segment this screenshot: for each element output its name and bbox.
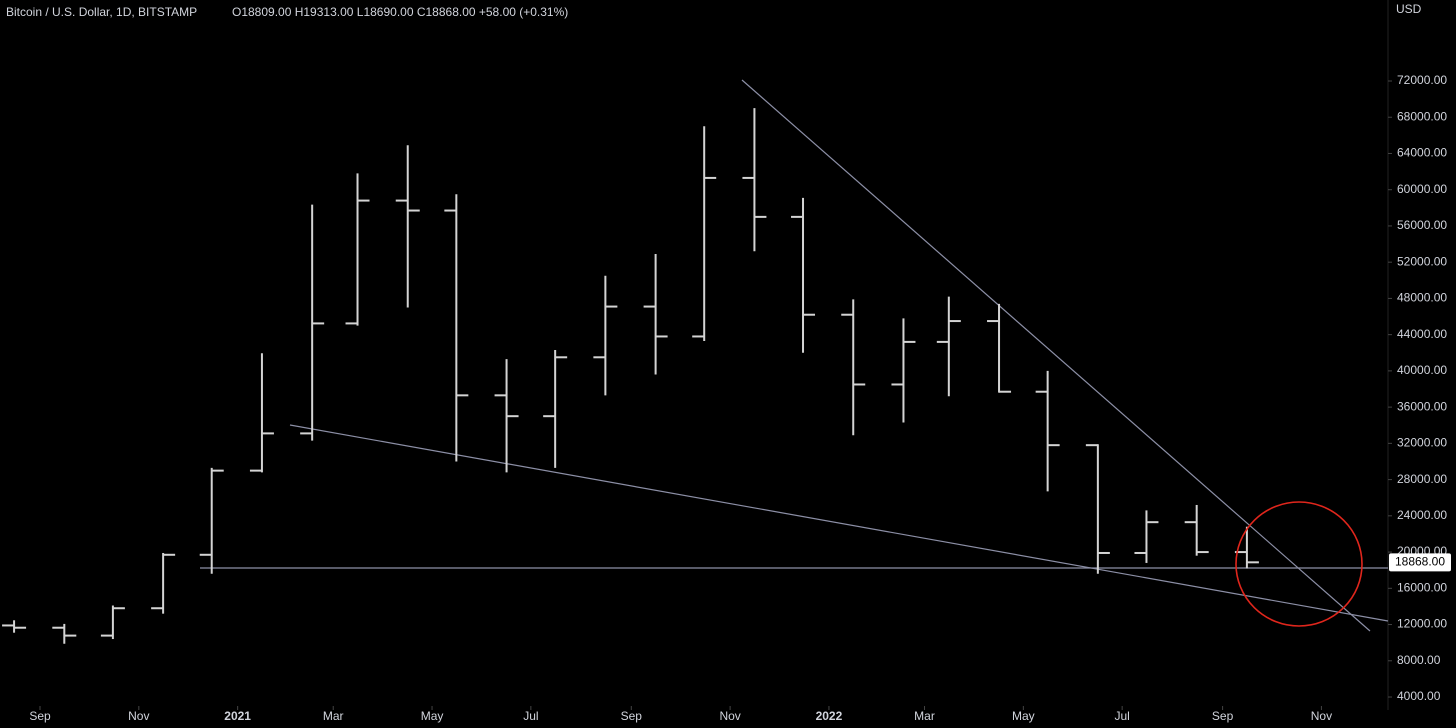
- x-tick-label: 2021: [224, 709, 251, 723]
- x-tick-label: May: [1012, 709, 1035, 723]
- y-tick-label: 24000.00: [1397, 508, 1447, 522]
- y-tick-label: 28000.00: [1397, 472, 1447, 486]
- x-tick-label: Mar: [323, 709, 344, 723]
- x-tick-label: Nov: [128, 709, 149, 723]
- currency-label: USD: [1396, 2, 1422, 16]
- y-tick-label: 44000.00: [1397, 327, 1447, 341]
- x-tick-label: 2022: [816, 709, 843, 723]
- x-tick-label: Sep: [621, 709, 643, 723]
- y-tick-label: 56000.00: [1397, 218, 1447, 232]
- y-tick-label: 36000.00: [1397, 399, 1447, 413]
- y-tick-label: 60000.00: [1397, 182, 1447, 196]
- y-tick-label: 64000.00: [1397, 146, 1447, 160]
- x-tick-label: Jul: [523, 709, 538, 723]
- x-tick-label: Sep: [1212, 709, 1234, 723]
- ohlc-readout: O18809.00 H19313.00 L18690.00 C18868.00 …: [232, 5, 568, 19]
- upper-trendline: [741, 79, 1371, 632]
- y-tick-label: 32000.00: [1397, 436, 1447, 450]
- y-tick-label: 52000.00: [1397, 254, 1447, 268]
- y-tick-label: 12000.00: [1397, 617, 1447, 631]
- x-tick-label: Mar: [914, 709, 935, 723]
- chart-title: Bitcoin / U.S. Dollar, 1D, BITSTAMP: [6, 5, 197, 19]
- y-tick-label: 68000.00: [1397, 109, 1447, 123]
- last-price-label: 18868.00: [1395, 554, 1445, 568]
- price-bars: [2, 108, 1259, 644]
- y-tick-label: 48000.00: [1397, 291, 1447, 305]
- y-tick-label: 72000.00: [1397, 73, 1447, 87]
- x-tick-label: Nov: [719, 709, 740, 723]
- lower-trendline: [289, 424, 1389, 622]
- x-tick-label: Sep: [29, 709, 51, 723]
- y-tick-label: 8000.00: [1397, 653, 1441, 667]
- x-tick-label: Nov: [1311, 709, 1332, 723]
- last-price-box: [1389, 553, 1451, 572]
- x-tick-label: May: [421, 709, 444, 723]
- y-tick-label: 40000.00: [1397, 363, 1447, 377]
- y-tick-label: 16000.00: [1397, 580, 1447, 594]
- highlight-circle: [1235, 501, 1363, 627]
- y-tick-label: 4000.00: [1397, 689, 1441, 703]
- x-tick-label: Jul: [1114, 709, 1129, 723]
